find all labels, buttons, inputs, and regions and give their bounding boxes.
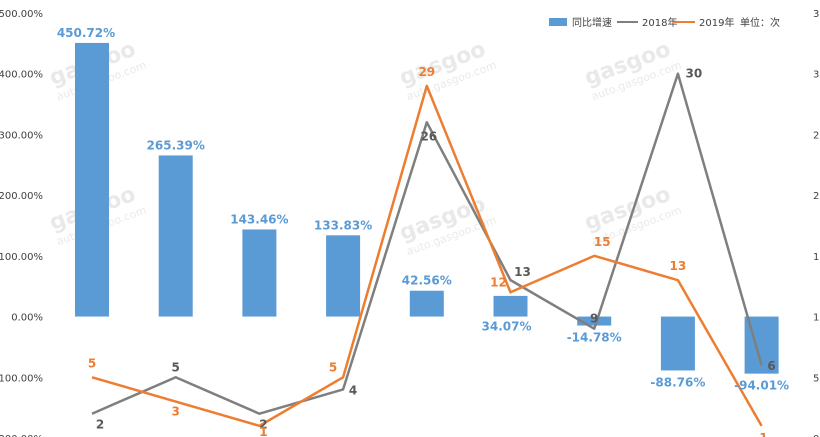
bar-data-label: 133.83% <box>314 218 372 232</box>
y-left-tick-label: 400.00% <box>0 70 43 81</box>
line-data-label: 9 <box>590 312 598 326</box>
line-data-label: 30 <box>686 67 703 81</box>
bar <box>493 295 528 317</box>
series-line-0 <box>91 72 763 415</box>
y-left-tick-label: 0.00% <box>11 313 43 324</box>
bar-data-label: 143.46% <box>230 212 288 226</box>
y-left-tick-label: -200.00% <box>0 434 43 437</box>
line-data-label: 12 <box>490 275 507 289</box>
line-data-label: 13 <box>514 265 531 279</box>
y-left-tick-label: 100.00% <box>0 252 43 263</box>
series-line-1 <box>91 84 763 428</box>
line-data-label: 13 <box>670 259 687 273</box>
y-left-tick-label: -100.00% <box>0 373 43 384</box>
line-data-label: 6 <box>767 359 775 373</box>
legend-swatch-bar <box>549 18 567 26</box>
line-data-label: 15 <box>594 235 611 249</box>
bar-data-label: 34.07% <box>482 320 532 334</box>
y-right-tick-label: 0 <box>813 434 819 437</box>
line-data-label: 5 <box>329 360 337 374</box>
y-right-tick-label: 30 <box>813 70 820 81</box>
line-data-label: 4 <box>349 383 357 397</box>
legend-label-2019: 2019年 <box>699 16 734 29</box>
y-left-tick-label: 500.00% <box>0 9 43 20</box>
y-right-tick-label: 5 <box>813 373 819 384</box>
line-data-label: 3 <box>172 405 180 419</box>
y-axis-left: -200.00% -100.00% 0.00% 100.00% 200.00% 300.0… <box>0 9 43 437</box>
y-left-tick-label: 200.00% <box>0 191 43 202</box>
y-right-tick-label: 10 <box>813 313 820 324</box>
legend: 同比增速 2018年 2019年 单位：次 <box>549 16 780 29</box>
unit-label: 单位：次 <box>740 16 780 29</box>
bar <box>326 235 361 317</box>
line-data-label: 2 <box>96 418 104 432</box>
line-data-label: 5 <box>172 360 180 374</box>
bar-data-label: -14.78% <box>567 331 622 345</box>
bar <box>75 42 109 317</box>
bar-data-label: 450.72% <box>57 26 115 40</box>
bar <box>242 229 277 317</box>
y-right-tick-label: 35 <box>813 9 820 20</box>
line-data-label: 2 <box>259 418 267 432</box>
bar-data-label: -94.01% <box>734 379 789 393</box>
line-series <box>91 72 763 428</box>
bar <box>577 316 612 326</box>
line-data-label: 26 <box>420 129 437 143</box>
bar <box>409 290 444 317</box>
bar <box>158 155 193 317</box>
bar-series <box>75 42 779 374</box>
line-data-label: 1 <box>259 425 267 437</box>
y-left-tick-label: 300.00% <box>0 130 43 141</box>
y-right-tick-label: 15 <box>813 252 820 263</box>
line-data-label: 29 <box>418 65 435 79</box>
line-data-label: 1 <box>759 431 767 437</box>
y-axis-right: 0 5 10 15 20 25 30 35 <box>813 9 820 437</box>
line-data-label: 5 <box>88 356 96 370</box>
legend-label-bar: 同比增速 <box>572 16 612 29</box>
y-right-tick-label: 25 <box>813 130 820 141</box>
bar-data-label: 265.39% <box>147 138 205 152</box>
data-labels: 450.72% 265.39% 143.46% 133.83% 42.56% 34.07%… <box>57 26 789 437</box>
y-right-tick-label: 20 <box>813 191 820 202</box>
bar <box>660 316 695 371</box>
bar-data-label: -88.76% <box>650 375 705 389</box>
legend-label-2018: 2018年 <box>642 16 677 29</box>
bar-data-label: 42.56% <box>402 274 452 288</box>
